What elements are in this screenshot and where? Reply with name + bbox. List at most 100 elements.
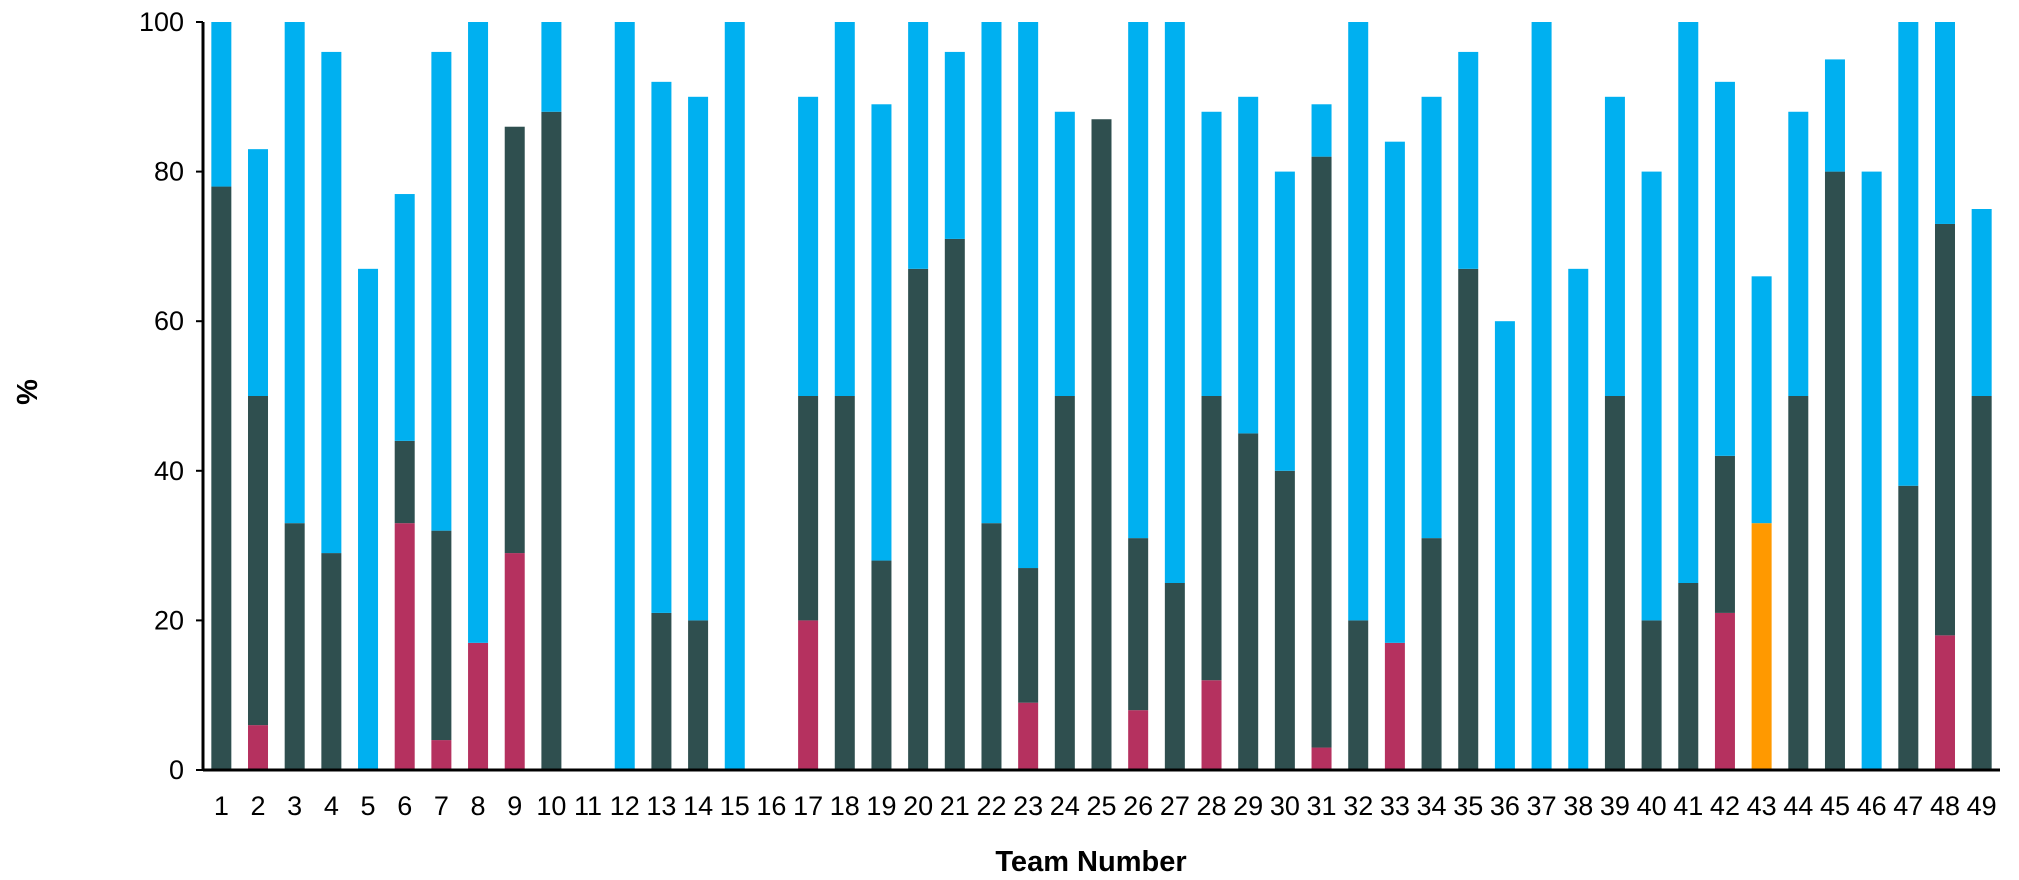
x-tick-label: 37	[1527, 791, 1557, 821]
x-tick-label: 43	[1747, 791, 1777, 821]
bar-team-27-segment-4	[1164, 22, 1185, 583]
bar-team-14-segment-3	[688, 620, 709, 770]
bar-team-26-segment-4	[1128, 22, 1149, 539]
bar-team-31-segment-4	[1311, 104, 1332, 157]
bar-team-30-segment-3	[1274, 470, 1295, 770]
bar-team-31-segment-3	[1311, 156, 1332, 748]
bar-team-18-segment-4	[834, 22, 855, 396]
x-tick-label: 27	[1160, 791, 1190, 821]
x-axis-ticks: 1 2 3 4 5 6 7 8 9 10 11 12 13 14 15 16 17 18 19 20 21 22 23 24 2…	[214, 791, 1997, 821]
x-tick-label: 5	[361, 791, 376, 821]
bar-team-31-segment-1	[1311, 747, 1332, 770]
bar-team-2-segment-3	[248, 396, 269, 726]
bar-team-5-segment-4	[358, 268, 379, 770]
bar-team-9-segment-1	[504, 553, 525, 770]
bar-team-43-segment-2	[1751, 523, 1772, 770]
bar-team-6-segment-1	[394, 523, 415, 770]
bar-team-17-segment-3	[798, 396, 819, 621]
bar-team-49-segment-3	[1971, 396, 1992, 770]
bar-team-4-segment-4	[321, 51, 342, 554]
bar-team-25-segment-3	[1091, 119, 1112, 771]
x-tick-label: 30	[1270, 791, 1300, 821]
x-tick-label: 11	[574, 791, 602, 821]
bar-team-8-segment-4	[468, 22, 489, 643]
x-tick-label: 24	[1050, 791, 1080, 821]
y-tick-label: 20	[154, 605, 184, 635]
bar-team-20-segment-4	[908, 22, 929, 269]
x-tick-label: 34	[1417, 791, 1447, 821]
bar-team-15-segment-4	[724, 22, 745, 770]
bar-team-18-segment-3	[834, 396, 855, 770]
x-tick-label: 7	[434, 791, 449, 821]
x-tick-label: 48	[1930, 791, 1960, 821]
bar-team-45-segment-4	[1824, 59, 1845, 172]
bar-team-26-segment-3	[1128, 538, 1149, 711]
bar-team-17-segment-1	[798, 620, 819, 770]
bar-team-44-segment-3	[1788, 396, 1809, 770]
y-tick-label: 60	[154, 306, 184, 336]
bar-team-48-segment-1	[1934, 635, 1955, 770]
x-tick-label: 38	[1563, 791, 1593, 821]
bar-team-41-segment-4	[1678, 22, 1699, 583]
x-tick-label: 25	[1086, 791, 1116, 821]
x-tick-label: 14	[683, 791, 713, 821]
bar-team-22-segment-4	[981, 22, 1002, 524]
bar-team-13-segment-4	[651, 81, 672, 613]
bar-team-32-segment-4	[1348, 22, 1369, 621]
bar-team-29-segment-3	[1238, 433, 1259, 770]
bar-team-38-segment-4	[1568, 268, 1589, 770]
bar-team-6-segment-3	[394, 440, 415, 524]
bar-team-29-segment-4	[1238, 96, 1259, 434]
x-tick-label: 22	[976, 791, 1006, 821]
bar-team-48-segment-4	[1934, 22, 1955, 224]
x-tick-label: 18	[830, 791, 860, 821]
x-tick-label: 15	[720, 791, 750, 821]
bar-team-46-segment-4	[1861, 171, 1882, 771]
bar-team-33-segment-1	[1384, 642, 1405, 770]
x-tick-label: 49	[1967, 791, 1997, 821]
bar-team-7-segment-4	[431, 51, 452, 531]
y-tick-label: 40	[154, 456, 184, 486]
bar-team-3-segment-3	[284, 523, 305, 770]
bar-team-23-segment-4	[1018, 22, 1039, 569]
bar-team-22-segment-3	[981, 523, 1002, 770]
x-tick-label: 2	[250, 791, 265, 821]
x-tick-label: 4	[324, 791, 339, 821]
bar-team-34-segment-3	[1421, 538, 1442, 770]
bar-team-42-segment-1	[1714, 612, 1735, 770]
bar-team-27-segment-3	[1164, 583, 1185, 770]
bar-team-2-segment-4	[248, 149, 269, 396]
bar-team-48-segment-3	[1934, 223, 1955, 636]
bar-team-35-segment-3	[1458, 268, 1479, 770]
x-tick-label: 39	[1600, 791, 1630, 821]
x-tick-label: 13	[646, 791, 676, 821]
x-tick-label: 29	[1233, 791, 1263, 821]
bar-team-47-segment-4	[1898, 22, 1919, 486]
bar-team-41-segment-3	[1678, 583, 1699, 770]
bar-team-9-segment-3	[504, 126, 525, 554]
bar-team-24-segment-3	[1054, 396, 1075, 770]
bar-team-42-segment-3	[1714, 455, 1735, 613]
x-tick-label: 6	[397, 791, 412, 821]
x-tick-label: 45	[1820, 791, 1850, 821]
bar-team-39-segment-4	[1604, 96, 1625, 397]
bar-team-43-segment-4	[1751, 276, 1772, 524]
bar-team-1-segment-4	[211, 22, 232, 187]
bar-team-2-segment-1	[248, 725, 269, 770]
bar-team-40-segment-4	[1641, 171, 1662, 621]
x-tick-label: 47	[1893, 791, 1923, 821]
bar-team-23-segment-1	[1018, 702, 1039, 770]
x-tick-label: 16	[756, 791, 786, 821]
x-tick-label: 9	[507, 791, 522, 821]
x-tick-label: 46	[1857, 791, 1887, 821]
bar-team-23-segment-3	[1018, 568, 1039, 703]
bar-team-39-segment-3	[1604, 396, 1625, 770]
bar-team-33-segment-4	[1384, 141, 1405, 643]
bars-layer	[211, 22, 1992, 771]
bar-team-7-segment-1	[431, 740, 452, 770]
x-tick-label: 23	[1013, 791, 1043, 821]
x-tick-label: 35	[1453, 791, 1483, 821]
bar-team-1-segment-3	[211, 186, 232, 770]
y-axis-ticks: 0 20 40 60 80 100	[139, 7, 203, 785]
